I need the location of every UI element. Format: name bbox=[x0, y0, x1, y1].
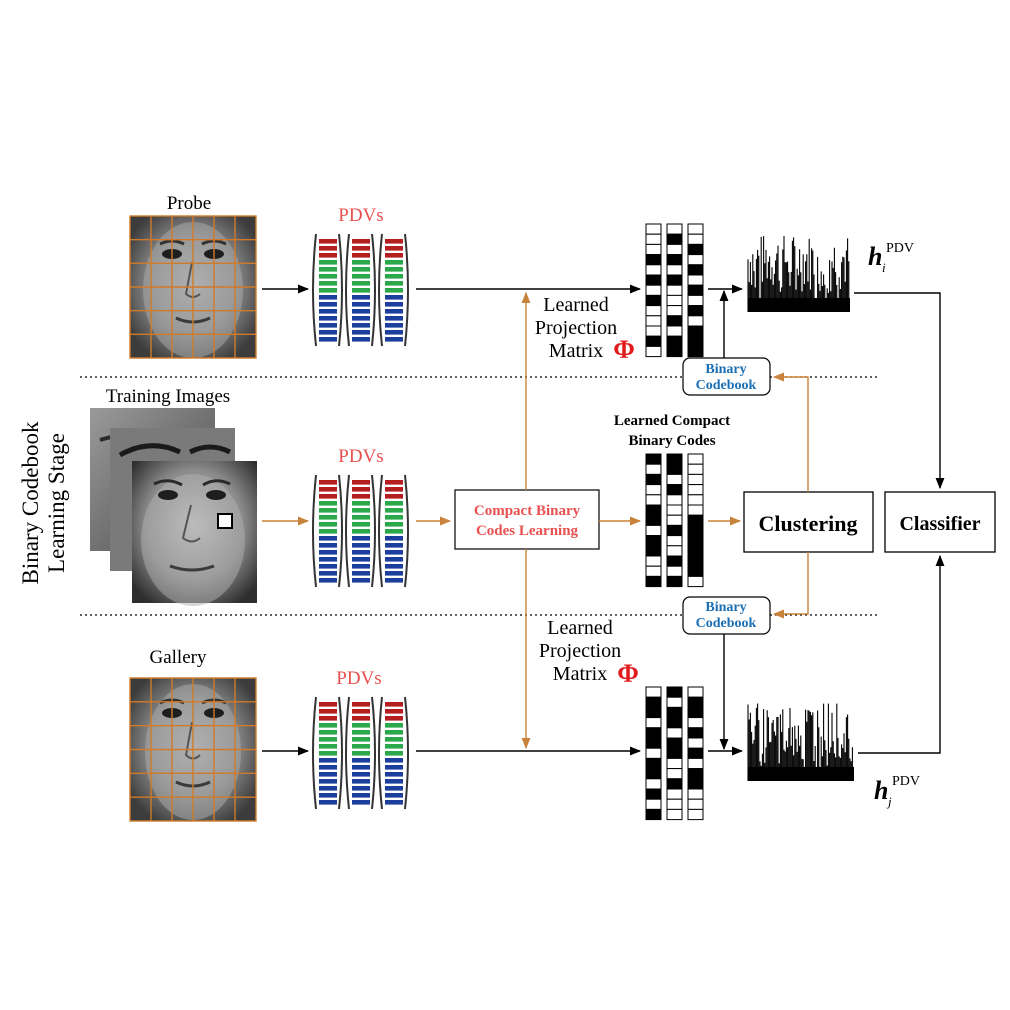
probe-face-image bbox=[129, 215, 257, 359]
pdvs-mid-vectors bbox=[312, 474, 409, 588]
svg-text:Codebook: Codebook bbox=[696, 616, 757, 631]
learned-compact-binary-codes-label: Learned Compact Binary Codes bbox=[614, 413, 730, 449]
pdvs-top-label: PDVs bbox=[338, 205, 383, 226]
svg-text:Codes Learning: Codes Learning bbox=[476, 523, 579, 539]
pdvs-bottom-vectors bbox=[312, 696, 409, 810]
pdvs-bottom-label: PDVs bbox=[336, 668, 381, 689]
clustering-to-codebook-top-arrow bbox=[772, 372, 809, 492]
svg-text:Projection: Projection bbox=[539, 640, 621, 662]
pdvs-top-vectors bbox=[312, 233, 409, 347]
svg-text:Matrix: Matrix bbox=[549, 340, 603, 362]
svg-text:Clustering: Clustering bbox=[759, 511, 858, 536]
gallery-binary-codes bbox=[645, 686, 704, 821]
svg-text:h: h bbox=[868, 242, 882, 271]
gallery-histogram bbox=[747, 703, 854, 781]
compact-binary-codes-learning-box: Compact Binary Codes Learning bbox=[454, 489, 600, 550]
clustering-box: Clustering bbox=[743, 491, 874, 553]
projection-matrix-top-label: Learned Projection Matrix Φ bbox=[535, 294, 635, 364]
probe-binary-codes bbox=[645, 223, 704, 358]
stage-label-line2: Learning Stage bbox=[44, 433, 69, 573]
svg-text:Matrix: Matrix bbox=[553, 663, 607, 685]
svg-text:Classifier: Classifier bbox=[899, 513, 980, 535]
h-j-pdv-label: h j PDV bbox=[874, 774, 920, 809]
probe-label: Probe bbox=[167, 193, 211, 214]
learned-binary-codes bbox=[645, 453, 704, 588]
h-i-pdv-label: h i PDV bbox=[868, 241, 914, 275]
svg-text:h: h bbox=[874, 776, 888, 805]
svg-text:j: j bbox=[886, 794, 892, 809]
svg-text:Φ: Φ bbox=[617, 659, 639, 688]
svg-text:PDV: PDV bbox=[886, 241, 914, 256]
svg-text:Learned: Learned bbox=[543, 294, 609, 316]
training-images-label: Training Images bbox=[106, 386, 230, 407]
gallery-label: Gallery bbox=[150, 647, 207, 668]
svg-text:Binary Codes: Binary Codes bbox=[628, 433, 715, 449]
svg-text:Learned Compact: Learned Compact bbox=[614, 413, 730, 429]
svg-text:Compact Binary: Compact Binary bbox=[474, 503, 581, 519]
histogram-bottom-to-classifier-arrow bbox=[858, 554, 945, 754]
classifier-box: Classifier bbox=[884, 491, 996, 553]
svg-text:Binary: Binary bbox=[705, 362, 746, 377]
pdvs-mid-label: PDVs bbox=[338, 446, 383, 467]
binary-codebook-bottom: Binary Codebook bbox=[682, 596, 771, 635]
svg-text:Learned: Learned bbox=[547, 617, 613, 639]
svg-text:PDV: PDV bbox=[892, 774, 920, 789]
gallery-face-image bbox=[129, 677, 257, 822]
svg-text:Codebook: Codebook bbox=[696, 378, 757, 393]
projection-matrix-bottom-label: Learned Projection Matrix Φ bbox=[539, 617, 639, 688]
histogram-top-to-classifier-arrow bbox=[854, 292, 945, 490]
binary-codebook-top: Binary Codebook bbox=[682, 357, 771, 396]
probe-histogram bbox=[747, 236, 850, 312]
svg-text:Binary: Binary bbox=[705, 600, 746, 615]
clustering-to-codebook-bottom-arrow bbox=[772, 552, 809, 619]
svg-text:Φ: Φ bbox=[613, 335, 635, 364]
svg-text:Projection: Projection bbox=[535, 317, 617, 339]
training-face-images bbox=[90, 408, 257, 606]
svg-text:i: i bbox=[882, 260, 886, 275]
stage-label-line1: Binary Codebook bbox=[18, 421, 43, 584]
